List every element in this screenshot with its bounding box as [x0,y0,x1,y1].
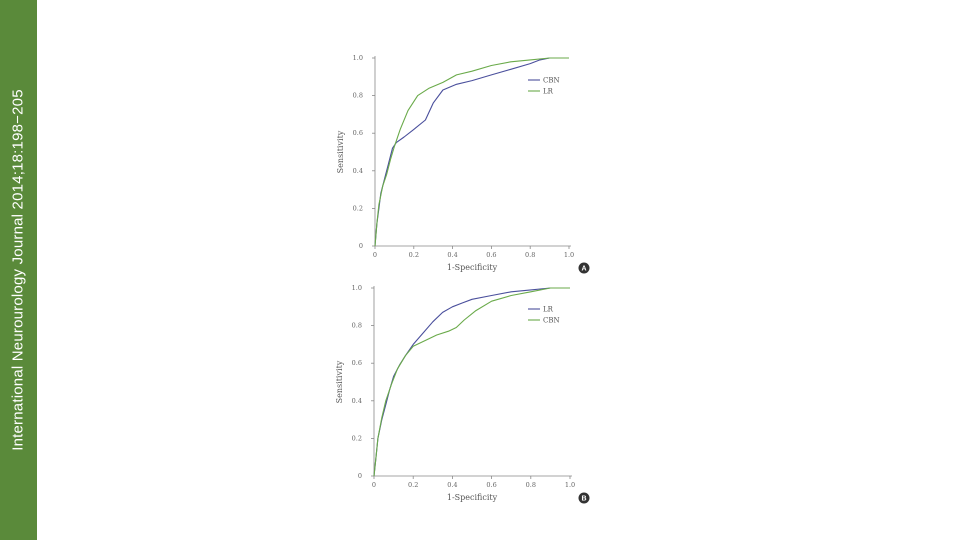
y-tick-label: 0.2 [352,434,362,442]
x-tick-label: 0.8 [525,251,535,259]
series-line-lr [374,57,569,247]
roc-chart-a: 0 0.2 0.4 0.6 0.8 1.0 0 0.2 0.4 0.6 0.8 1.0 1-Specif… [336,54,590,274]
y-axis-title: Sensitivity [336,130,345,173]
roc-chart-b: 0 0.2 0.4 0.6 0.8 1.0 0 0.2 0.4 0.6 0.8 1.0 1-Specif… [335,284,590,504]
x-tick-label: 0.2 [408,481,418,489]
x-tick-label: 1.0 [565,481,575,489]
x-tick-label: 0.2 [409,251,419,259]
x-tick-label: 0 [373,251,377,259]
legend-label: CBN [543,77,560,85]
series-line-cbn [374,57,569,247]
y-tick-label: 0.6 [352,359,362,367]
x-tick-label: 1.0 [564,251,574,259]
y-tick-label: 0.8 [353,92,363,100]
panel-badge-label: A [581,266,586,273]
x-tick-label: 0.4 [447,251,457,259]
y-tick-label: 0.2 [353,204,363,212]
x-tick-label: 0.6 [486,481,496,489]
y-tick-label: 0.6 [353,129,363,137]
y-tick-label: 0.8 [352,322,362,330]
x-tick-label: 0 [372,481,376,489]
journal-sidebar: International Neurourology Journal 2014;… [0,0,37,540]
legend-label: CBN [543,317,560,325]
x-tick-label: 0.8 [526,481,536,489]
series-line-lr [373,287,570,477]
x-axis-title: 1-Specificity [447,263,498,272]
y-axis-title: Sensitivity [335,360,344,403]
x-tick-label: 0.6 [486,251,496,259]
y-tick-label: 0.4 [352,397,362,405]
legend-label: LR [543,88,554,96]
y-tick-label: 0 [358,472,362,480]
y-tick-label: 0 [359,242,363,250]
y-tick-label: 1.0 [352,284,362,292]
panel-badge [578,262,590,274]
y-tick-label: 0.4 [353,167,363,175]
x-axis-title: 1-Specificity [447,493,498,502]
panel-badge [578,492,590,504]
series-line-cbn [373,287,570,477]
x-tick-label: 0.4 [447,481,457,489]
legend-label: LR [543,306,554,314]
panel-badge-label: B [581,496,586,503]
y-tick-label: 1.0 [353,54,363,62]
